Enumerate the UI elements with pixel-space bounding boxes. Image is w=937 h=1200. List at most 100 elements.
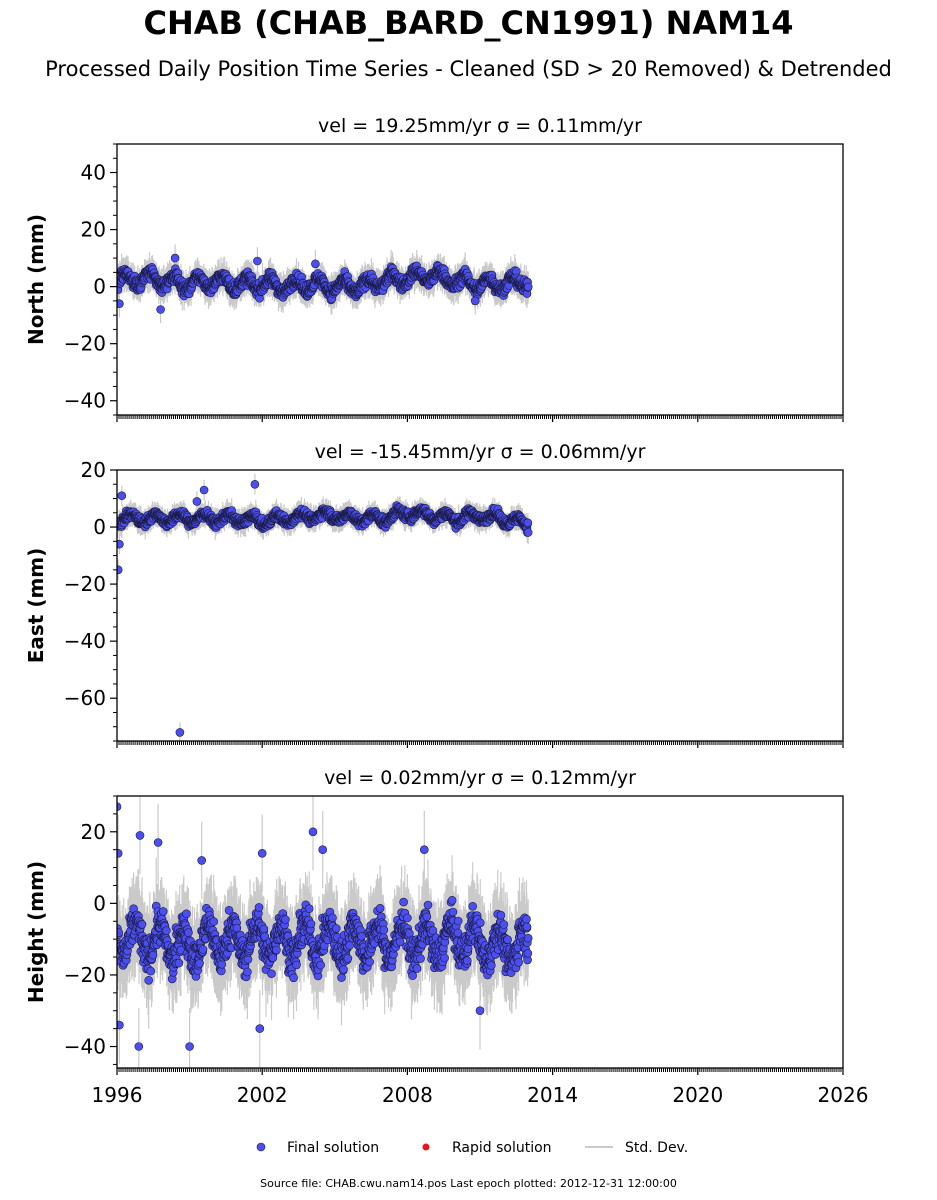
data-point-height — [395, 937, 405, 947]
data-point-height — [255, 1024, 265, 1033]
legend-final-label: Final solution — [287, 1140, 379, 1156]
data-point-height — [137, 920, 147, 929]
data-point-height — [148, 950, 158, 960]
data-point-height — [267, 969, 276, 979]
y-tick-label-east: 20 — [81, 458, 106, 482]
data-point-height — [162, 926, 171, 935]
data-point-height — [514, 958, 523, 967]
data-point-height — [308, 827, 318, 837]
y-axis-label-height: Height (mm) — [24, 861, 48, 1003]
data-point-east — [117, 491, 127, 501]
x-tick-label: 2014 — [527, 1083, 578, 1107]
data-point-height — [496, 910, 506, 920]
legend-final-marker — [256, 1142, 266, 1152]
data-point-height — [440, 953, 449, 963]
data-point-height — [174, 958, 184, 968]
x-minor-ticks-north — [116, 415, 844, 419]
data-point-north — [523, 282, 533, 292]
data-point-height — [365, 957, 374, 967]
data-point-height — [158, 907, 168, 916]
data-point-height — [422, 912, 432, 922]
y-axis-label-north: North (mm) — [24, 214, 48, 345]
data-point-north — [170, 253, 180, 263]
panel-east: vel = -15.45mm/yr σ = 0.06mm/yr East (mm)… — [24, 441, 844, 748]
data-point-height — [343, 954, 353, 963]
data-point-height — [268, 953, 278, 963]
x-minor-ticks-east — [116, 741, 844, 745]
data-point-height — [447, 895, 457, 905]
data-point-east — [117, 539, 124, 549]
data-point-height — [224, 905, 234, 915]
data-point-height — [153, 838, 163, 847]
panel-subtitle-height: vel = 0.02mm/yr σ = 0.12mm/yr — [324, 767, 636, 789]
data-point-height — [198, 945, 208, 954]
data-point-height — [419, 845, 429, 855]
y-axis-label-east: East (mm) — [24, 548, 48, 664]
data-point-height — [357, 931, 366, 941]
data-point-height — [499, 920, 509, 929]
y-tick-label-height: −20 — [64, 963, 106, 987]
data-point-east — [192, 497, 202, 506]
y-tick-label-east: −40 — [64, 629, 106, 653]
data-point-height — [462, 956, 472, 966]
data-point-height — [453, 916, 463, 926]
x-minor-ticks-height — [116, 1068, 844, 1072]
data-point-height — [135, 831, 145, 840]
data-point-east — [523, 528, 533, 537]
data-point-height — [272, 945, 281, 955]
legend-stddev-label: Std. Dev. — [625, 1140, 688, 1156]
data-point-height — [185, 1042, 194, 1051]
data-point-height — [475, 918, 485, 928]
data-point-height — [304, 904, 314, 914]
data-point-height — [337, 973, 346, 982]
data-point-height — [243, 954, 253, 964]
data-point-height — [412, 964, 422, 973]
data-point-height — [328, 913, 337, 923]
data-point-height — [292, 960, 301, 970]
data-point-height — [331, 924, 341, 933]
data-point-height — [523, 933, 533, 943]
data-point-height — [260, 932, 270, 941]
data-point-east — [250, 479, 260, 489]
data-point-north — [253, 256, 262, 266]
data-point-height — [399, 897, 408, 907]
data-point-height — [522, 922, 532, 932]
data-point-height — [243, 967, 252, 977]
data-point-height — [209, 917, 218, 926]
data-point-height — [195, 959, 204, 968]
data-point-height — [453, 928, 463, 938]
panel-subtitle-north: vel = 19.25mm/yr σ = 0.11mm/yr — [318, 115, 642, 137]
chart-title: CHAB (CHAB_BARD_CN1991) NAM14 — [143, 4, 794, 42]
data-point-north — [311, 259, 320, 269]
data-point-height — [257, 848, 267, 858]
x-tick-label: 2002 — [237, 1083, 288, 1107]
data-point-height — [416, 954, 425, 963]
data-point-height — [117, 802, 122, 811]
panel-subtitle-east: vel = -15.45mm/yr σ = 0.06mm/yr — [315, 441, 646, 463]
y-tick-label-north: 20 — [81, 218, 106, 242]
x-tick-label: 2008 — [382, 1083, 433, 1107]
y-tick-label-north: 40 — [81, 161, 106, 185]
data-point-height — [117, 849, 123, 858]
data-point-height — [146, 966, 155, 976]
y-tick-label-east: 0 — [93, 515, 106, 539]
y-tick-label-north: −40 — [64, 389, 106, 413]
legend: Final solution Rapid solution Std. Dev. — [256, 1140, 688, 1156]
data-point-height — [306, 919, 316, 929]
source-note: Source file: CHAB.cwu.nam14.pos Last epo… — [260, 1177, 677, 1190]
data-point-height — [522, 914, 531, 924]
y-tick-label-east: −60 — [64, 686, 106, 710]
y-tick-label-height: 20 — [81, 820, 106, 844]
data-point-height — [403, 913, 412, 923]
data-point-height — [259, 924, 269, 934]
data-point-height — [182, 909, 191, 919]
data-layer-north — [117, 244, 533, 324]
data-point-north — [156, 305, 165, 314]
data-point-east — [523, 518, 533, 528]
data-point-height — [486, 961, 496, 970]
data-point-east — [117, 565, 123, 575]
legend-rapid-marker — [422, 1143, 430, 1151]
panel-height: vel = 0.02mm/yr σ = 0.12mm/yr Height (mm)… — [24, 767, 868, 1107]
data-point-height — [217, 959, 227, 969]
data-point-height — [197, 856, 206, 865]
